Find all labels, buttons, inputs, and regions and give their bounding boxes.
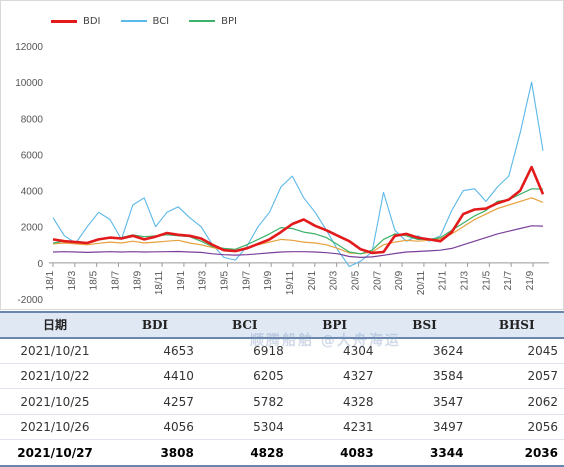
x-tick-label: 21/7 xyxy=(503,270,514,290)
chart-panel: -2000 0 2000 4000 6000 8000 10000 12000 18/1 18/3… xyxy=(0,0,564,310)
y-tick-label: 4000 xyxy=(21,187,44,198)
y-tick-label: 12000 xyxy=(15,42,43,53)
legend-item-bci: BCI xyxy=(120,15,170,27)
header-bhsi: BHSI xyxy=(469,311,564,339)
legend-swatch-bpi xyxy=(189,20,216,22)
legend-item-bpi: BPI xyxy=(189,16,237,27)
chart-legend: BDI BCI BPI xyxy=(51,13,237,29)
x-tick-label: 18/9 xyxy=(132,270,143,290)
header-bpi: BPI xyxy=(289,311,380,339)
x-tick-label: 21/5 xyxy=(481,270,492,290)
x-tick-label: 19/7 xyxy=(241,270,252,290)
y-tick-label: 6000 xyxy=(21,150,44,161)
cell-bpi: 4328 xyxy=(289,388,380,415)
y-tick-label: 2000 xyxy=(21,223,44,234)
x-tick-label: 21/3 xyxy=(460,270,471,290)
table-row: 2021/10/21 4653 6918 4304 3624 2045 xyxy=(0,337,564,364)
legend-swatch-bci xyxy=(120,20,147,22)
cell-bsi: 3547 xyxy=(379,388,470,415)
watermark-text: 顺腾船舶 @大舟海运 xyxy=(250,333,401,349)
x-tick-label: 19/1 xyxy=(176,270,187,290)
x-tick-label: 20/9 xyxy=(394,270,405,290)
x-tick-label: 18/5 xyxy=(89,270,100,290)
x-tick-label: 18/3 xyxy=(67,270,78,290)
x-tick-label: 20/11 xyxy=(416,270,427,295)
x-tick-label: 20/3 xyxy=(329,270,340,290)
line-chart: -2000 0 2000 4000 6000 8000 10000 12000 18/1 18/3… xyxy=(15,42,549,306)
legend-label-bpi: BPI xyxy=(221,15,237,27)
x-tick-label: 18/1 xyxy=(45,270,56,290)
header-bdi: BDI xyxy=(110,311,200,339)
x-tick-label: 19/9 xyxy=(263,270,274,290)
x-tick-label: 20/1 xyxy=(307,270,318,290)
cell-bsi: 3584 xyxy=(379,363,470,390)
legend-label-bci: BCI xyxy=(152,15,170,27)
legend-item-bdi: BDI xyxy=(51,16,101,27)
cell-bhsi: 2057 xyxy=(469,363,564,390)
y-tick-label: -2000 xyxy=(17,295,43,306)
y-tick-label: 10000 xyxy=(15,78,43,89)
table-row: 2021/10/22 4410 6205 4327 3584 2057 xyxy=(0,363,564,390)
series-line-bci xyxy=(52,81,544,268)
cell-bdi: 4257 xyxy=(110,388,200,415)
x-tick-label: 19/3 xyxy=(198,270,209,290)
x-tick-label: 18/11 xyxy=(154,270,165,295)
cell-bci: 5782 xyxy=(199,388,290,415)
series-line-bdi xyxy=(52,165,545,255)
x-tick-label: 19/11 xyxy=(285,270,296,295)
table-row: 2021/10/26 4056 5304 4231 3497 2056 xyxy=(0,414,564,441)
cell-bdi: 4653 xyxy=(110,337,200,364)
x-tick-label: 20/5 xyxy=(350,270,361,290)
x-tick-label: 19/5 xyxy=(220,270,231,290)
cell-bhsi: 2056 xyxy=(469,414,564,441)
cell-bpi: 4231 xyxy=(289,414,380,441)
cell-bci: 6205 xyxy=(199,363,290,390)
legend-label-bdi: BDI xyxy=(83,15,101,27)
cell-bci: 6918 xyxy=(199,337,290,364)
cell-date: 2021/10/22 xyxy=(0,363,110,390)
cell-bhsi: 2045 xyxy=(469,337,564,364)
x-tick-label: 21/1 xyxy=(438,270,449,290)
cell-bsi: 3497 xyxy=(379,414,470,441)
series-line-bsi xyxy=(52,197,544,255)
y-tick-label: 0 xyxy=(37,259,43,270)
cell-bhsi: 2062 xyxy=(469,388,564,415)
cell-bdi: 4056 xyxy=(110,414,200,441)
series-line-bhsi xyxy=(52,225,544,258)
header-date: 日期 xyxy=(0,311,110,339)
cell-date: 2021/10/25 xyxy=(0,388,110,415)
cell-date: 2021/10/21 xyxy=(0,337,110,364)
header-bci: BCI xyxy=(199,311,290,339)
x-tick-label: 20/7 xyxy=(372,270,383,290)
legend-swatch-bdi xyxy=(51,19,77,23)
cell-bci: 5304 xyxy=(199,414,290,441)
cell-bpi: 4304 xyxy=(289,337,380,364)
cell-bpi: 4327 xyxy=(289,363,380,390)
y-tick-label: 8000 xyxy=(21,114,44,125)
cell-bdi: 4410 xyxy=(110,363,200,390)
table-header-row: 日期 BDI BCI BPI BSI BHSI xyxy=(0,311,564,339)
x-tick-label: 21/9 xyxy=(525,270,536,290)
cell-bsi: 3624 xyxy=(379,337,470,364)
x-tick-label: 18/7 xyxy=(110,270,121,290)
cell-date: 2021/10/26 xyxy=(0,414,110,441)
header-bsi: BSI xyxy=(379,311,470,339)
table-row: 2021/10/25 4257 5782 4328 3547 2062 xyxy=(0,388,564,415)
